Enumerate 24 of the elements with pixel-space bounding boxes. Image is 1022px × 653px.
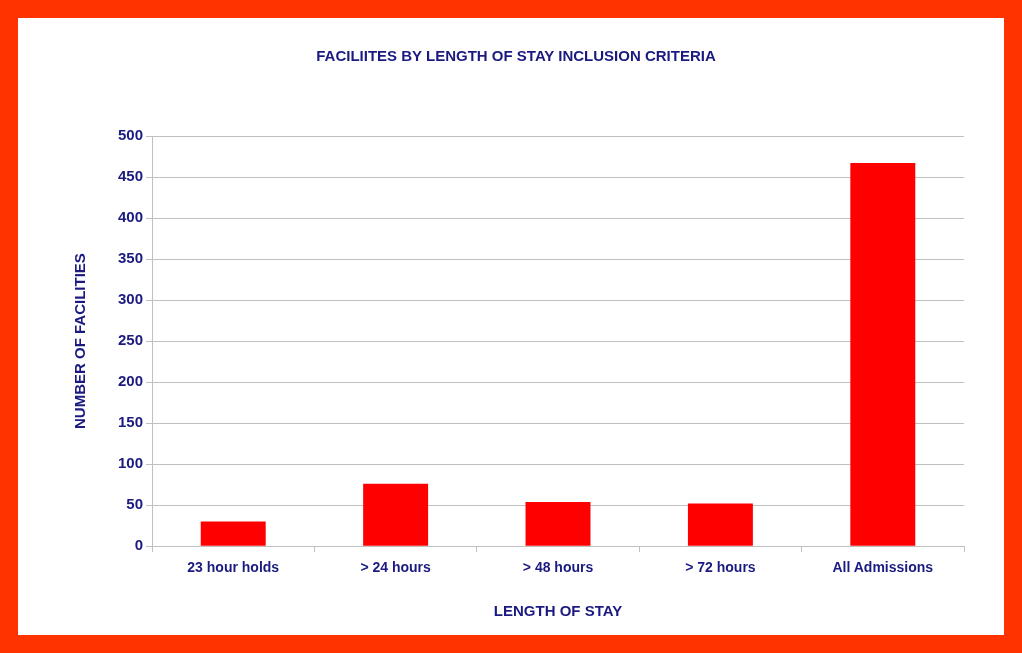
bar xyxy=(850,163,916,546)
y-tick-label: 450 xyxy=(118,167,144,185)
y-tick-label: 0 xyxy=(134,536,144,554)
y-tick-label: 150 xyxy=(118,413,144,431)
y-tick-label: 350 xyxy=(118,249,144,267)
y-tick-label: 500 xyxy=(118,126,144,144)
x-tick-label: 23 hour holds xyxy=(187,559,280,576)
y-tick-label: 300 xyxy=(118,290,144,308)
bar xyxy=(200,521,266,546)
y-tick-label: 200 xyxy=(118,372,144,390)
x-tick-label: All Admissions xyxy=(832,559,934,576)
bar xyxy=(525,501,591,546)
bar xyxy=(363,483,429,546)
y-axis-title: NUMBER OF FACILITIES xyxy=(71,253,89,430)
y-tick-label: 400 xyxy=(118,208,144,226)
x-tick-label: > 48 hours xyxy=(522,559,594,576)
bar xyxy=(687,503,753,546)
y-tick-label: 50 xyxy=(126,495,144,513)
chart-title: FACILIITES BY LENGTH OF STAY INCLUSION CRITERIA xyxy=(316,47,716,65)
x-tick-label: > 24 hours xyxy=(360,559,432,576)
y-tick-label: 100 xyxy=(118,454,144,472)
x-axis-title: LENGTH OF STAY xyxy=(493,602,623,620)
x-tick-label: > 72 hours xyxy=(685,559,756,576)
y-tick-label: 250 xyxy=(118,331,144,349)
